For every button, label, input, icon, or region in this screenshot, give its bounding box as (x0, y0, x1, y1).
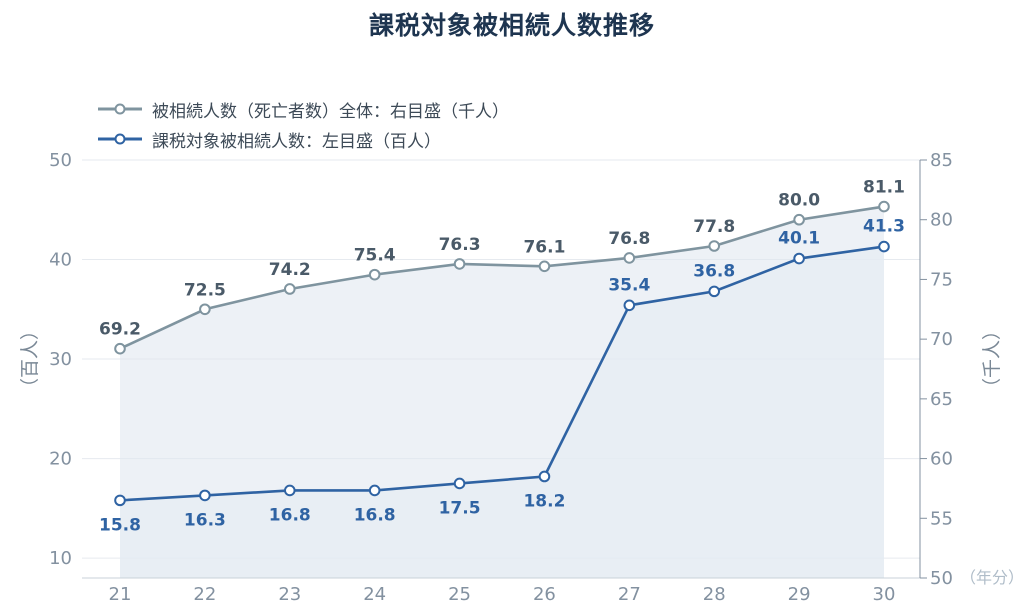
axes: 10 20 30 40 50 50 55 60 65 70 75 80 85 21 22 23 24 25 26 27… (19, 150, 1024, 605)
data-label: 17.5 (439, 498, 481, 518)
data-point (538, 260, 551, 273)
data-point (708, 240, 721, 252)
data-label: 80.0 (778, 191, 820, 211)
series-line-1 (119, 245, 885, 502)
chart-title: 課税対象被相続人数推移 (368, 11, 655, 40)
left-tick-label: 50 (49, 150, 72, 171)
right-tick-label: 80 (930, 210, 953, 231)
data-point (878, 200, 890, 213)
data-label: 75.4 (354, 246, 396, 266)
right-tick-label: 85 (930, 150, 953, 171)
left-tick-label: 10 (49, 548, 72, 569)
legend-item-taxable: 課税対象被相続人数：左目盛（百人） (98, 124, 509, 154)
data-labels: 69.2 72.5 74.2 75.4 76.3 76.1 76.8 77.8 80.0 81.1… (99, 178, 905, 536)
left-axis-title: （百人） (19, 321, 41, 397)
data-label: 40.1 (778, 229, 820, 249)
chart-legend: 被相続人数（死亡者数）全体：右目盛（千人） 課税対象被相続人数：左目盛（百人） (98, 94, 509, 154)
data-point (708, 285, 721, 298)
data-label: 76.3 (439, 235, 481, 255)
series-area-1 (120, 246, 884, 579)
left-tick-label: 30 (49, 349, 72, 370)
right-tick-label: 70 (930, 329, 953, 350)
area-fills (120, 206, 884, 579)
data-point (114, 494, 126, 507)
data-point (199, 489, 211, 502)
series-line-0 (119, 205, 885, 350)
data-label: 69.2 (99, 320, 141, 340)
right-tick-label: 60 (930, 449, 953, 470)
data-point (368, 268, 381, 281)
data-point (368, 484, 381, 497)
data-point (878, 240, 890, 253)
right-tick-label: 75 (930, 269, 953, 290)
right-axis-title: （千人） (981, 321, 1003, 397)
x-tick-label: 30 (873, 584, 896, 605)
legend-item-total: 被相続人数（死亡者数）全体：右目盛（千人） (98, 94, 509, 124)
data-point (199, 303, 211, 316)
legend-label-total: 被相続人数（死亡者数）全体：右目盛（千人） (152, 101, 509, 122)
x-tick-label: 22 (193, 584, 216, 605)
data-label: 41.3 (863, 217, 905, 237)
legend-swatch-taxable (98, 133, 142, 145)
data-label: 35.4 (608, 275, 650, 295)
x-tick-label: 23 (278, 584, 301, 605)
data-point (283, 283, 296, 295)
x-tick-label: 24 (363, 584, 386, 605)
data-point (623, 299, 636, 312)
data-label: 16.8 (354, 505, 396, 525)
data-label: 72.5 (184, 280, 226, 300)
data-label: 16.8 (269, 505, 311, 525)
x-tick-label: 26 (533, 584, 556, 605)
x-axis-unit: （年分） (960, 568, 1024, 587)
right-tick-label: 50 (930, 568, 953, 589)
x-tick-label: 25 (448, 584, 471, 605)
data-label: 36.8 (693, 261, 735, 281)
data-label: 15.8 (99, 515, 141, 535)
data-label: 18.2 (523, 491, 565, 511)
data-point (793, 213, 805, 226)
left-tick-label: 20 (49, 449, 72, 470)
legend-label-taxable: 課税対象被相続人数：左目盛（百人） (152, 131, 441, 152)
series-lines (119, 205, 885, 502)
x-tick-label: 28 (703, 584, 726, 605)
data-label: 77.8 (693, 217, 735, 237)
x-tick-label: 21 (109, 584, 132, 605)
data-points (114, 200, 890, 507)
data-label: 81.1 (863, 178, 905, 198)
x-tick-label: 27 (618, 584, 641, 605)
data-point (283, 484, 296, 497)
data-label: 16.3 (184, 510, 226, 530)
legend-swatch-total (98, 103, 142, 115)
right-tick-label: 65 (930, 389, 953, 410)
data-point (114, 342, 126, 355)
data-point (453, 477, 466, 490)
data-label: 76.8 (608, 229, 650, 249)
data-point (623, 252, 636, 264)
left-tick-label: 40 (49, 250, 72, 271)
x-tick-label: 29 (788, 584, 811, 605)
data-point (793, 252, 805, 265)
data-label: 74.2 (269, 260, 311, 280)
data-point (538, 470, 551, 483)
data-label: 76.1 (523, 237, 565, 257)
data-point (453, 258, 466, 270)
right-tick-label: 55 (930, 508, 953, 529)
